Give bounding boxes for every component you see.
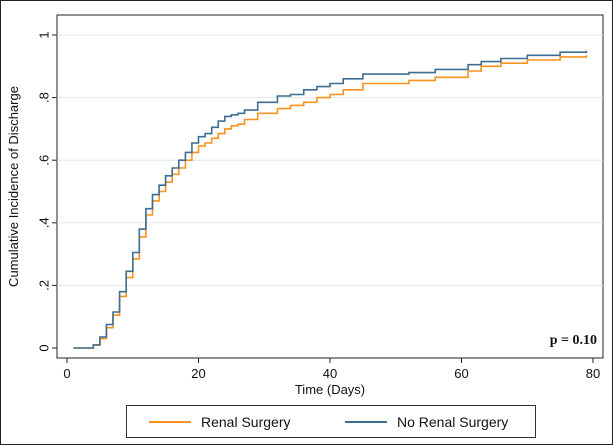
- series-line-no-renal-surgery: [73, 50, 588, 349]
- y-tick-label: .2: [36, 280, 51, 291]
- x-tick-label: 60: [454, 366, 468, 381]
- x-tick-label: 80: [586, 366, 600, 381]
- series-group: [73, 50, 588, 349]
- legend: Renal Surgery No Renal Surgery: [126, 405, 536, 438]
- y-tick-label: 1: [36, 31, 51, 38]
- chart-canvas: 0 20 40 60 80 0 .2 .4 .6 .8 1 Time (Days) Cumulat…: [6, 14, 604, 397]
- series-line-renal-surgery: [73, 55, 588, 349]
- legend-swatch-no-renal-surgery: [345, 420, 387, 423]
- x-tick-label: 0: [63, 366, 70, 381]
- y-axis: 0 .2 .4 .6 .8 1: [36, 31, 57, 352]
- y-tick-label: .6: [36, 155, 51, 166]
- plot-area: [56, 14, 604, 359]
- y-tick-label: 0: [36, 344, 51, 351]
- legend-label-no-renal-surgery: No Renal Surgery: [397, 413, 509, 430]
- legend-item-no-renal-surgery: No Renal Surgery: [345, 406, 508, 437]
- x-tick-label: 40: [323, 366, 337, 381]
- y-tick-label: .8: [36, 92, 51, 103]
- legend-item-renal-surgery: Renal Surgery: [149, 406, 291, 437]
- x-axis-label: Time (Days): [295, 382, 365, 397]
- legend-swatch-renal-surgery: [149, 420, 191, 423]
- grid-lines: [57, 34, 603, 286]
- x-tick-label: 20: [191, 366, 205, 381]
- legend-label-renal-surgery: Renal Surgery: [201, 413, 291, 430]
- y-axis-label: Cumulative Incidence of Discharge: [6, 86, 21, 287]
- x-axis: 0 20 40 60 80: [63, 358, 600, 381]
- y-tick-label: .4: [36, 217, 51, 228]
- p-value-annotation: p = 0.10: [550, 333, 597, 348]
